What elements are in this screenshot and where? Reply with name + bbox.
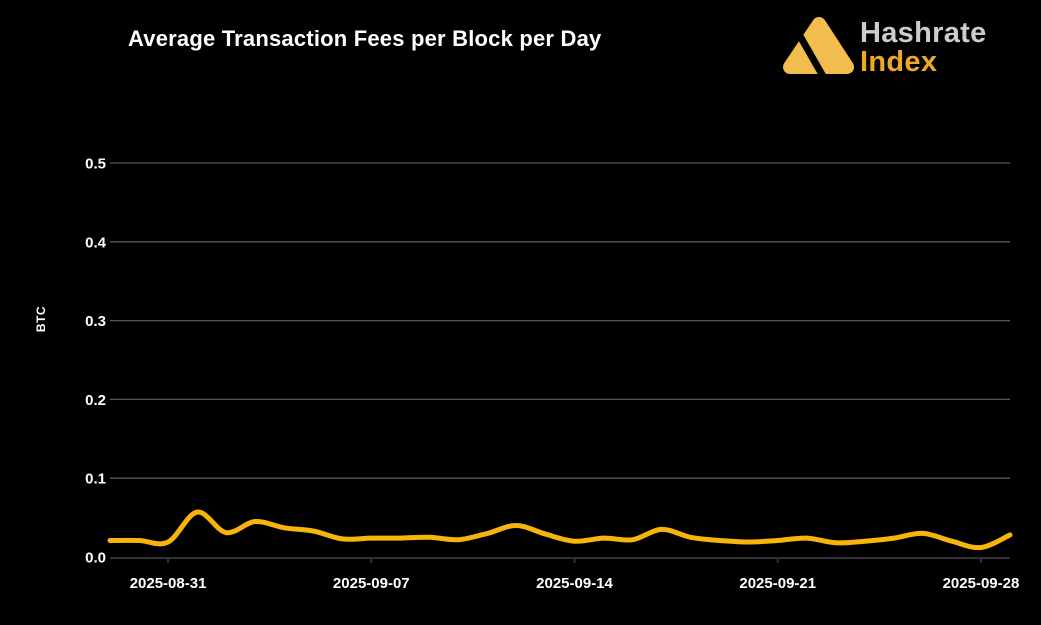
y-tick-label: 0.1	[85, 471, 106, 488]
fees-data-line	[107, 509, 1013, 551]
brand-wordmark: Hashrate Index	[860, 19, 987, 77]
x-tick-label: 2025-09-28	[943, 575, 1020, 592]
hashrate-index-logo-icon	[783, 17, 854, 78]
y-tick-label: 0.4	[85, 234, 107, 251]
x-tick-label: 2025-09-21	[739, 575, 816, 592]
x-tick-label: 2025-09-14	[536, 575, 613, 592]
chart-title: Average Transaction Fees per Block per D…	[128, 26, 602, 51]
y-tick-label: 0.2	[85, 392, 106, 409]
brand-name-bottom: Index	[860, 46, 938, 78]
brand-logo: Hashrate Index	[782, 10, 987, 78]
x-tick-label: 2025-08-31	[130, 575, 207, 592]
y-tick-label: 0.5	[85, 156, 106, 173]
brand-name-top: Hashrate	[860, 17, 987, 49]
y-tick-label: 0.3	[85, 313, 106, 330]
x-tick-label: 2025-09-07	[333, 575, 410, 592]
y-tick-label: 0.0	[85, 550, 106, 567]
